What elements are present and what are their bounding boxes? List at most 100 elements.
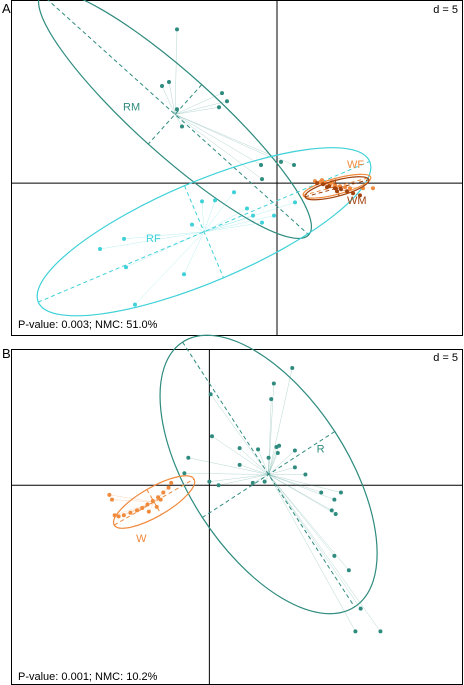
panel-a-point-rm xyxy=(260,177,264,182)
panel-b-link-r xyxy=(268,474,335,500)
panel-a-link-rm xyxy=(174,101,228,115)
panel-b-point-w xyxy=(107,492,112,497)
panel-b-point-w xyxy=(121,513,126,518)
panel-a-point-wm xyxy=(335,189,339,194)
panel-a-link-rm xyxy=(174,114,263,180)
panel-a-link-rm xyxy=(174,114,262,166)
panel-b: R W d = 5 P-value: 0.001; NMC: 10.2% xyxy=(11,334,463,685)
panel-a-link-rf xyxy=(203,215,275,232)
panel-a-point-wm xyxy=(321,182,325,187)
panel-b-point-w xyxy=(154,504,159,509)
panel-a-link-rm xyxy=(174,114,295,166)
panel-b-link-r xyxy=(268,467,295,475)
panel-a-group-label-wf: WF xyxy=(347,159,364,171)
panel-b-link-r xyxy=(209,474,269,482)
panel-b-point-r xyxy=(269,397,274,402)
panel-a-scale-label: d = 5 xyxy=(433,4,458,16)
panel-a-point-rf xyxy=(232,190,236,195)
panel-a-link-rf xyxy=(203,222,263,232)
panel-a-link-rf xyxy=(134,231,205,305)
panel-b-link-w xyxy=(109,494,155,503)
panel-a-point-rf xyxy=(190,222,194,227)
panel-b-point-r xyxy=(358,606,363,611)
panel-b-point-r xyxy=(353,629,358,634)
panel-a-point-wf xyxy=(320,178,324,183)
panel-a-point-wm xyxy=(315,181,319,186)
panel-a-point-wm xyxy=(333,186,337,191)
panel-b-point-r xyxy=(346,568,351,573)
panel-a-link-wm xyxy=(336,188,361,196)
panel-a-link-rf xyxy=(99,231,205,250)
panel-a-letter: A xyxy=(2,1,11,16)
panel-a-point-wm xyxy=(358,193,362,198)
panel-b-link-r xyxy=(268,474,322,493)
panel-b-letter: B xyxy=(2,346,11,361)
panel-b-point-w xyxy=(169,480,174,485)
panel-a-point-rm xyxy=(160,84,164,89)
panel-a-point-rm xyxy=(175,27,179,32)
panel-b-link-w xyxy=(118,501,155,517)
panel-a-minor-axis-rm xyxy=(147,84,203,145)
panel-a-point-rf xyxy=(213,198,217,203)
panel-a-link-rf xyxy=(123,231,205,240)
panel-b-major-axis-w xyxy=(113,478,195,526)
panel-b-group-label-r: R xyxy=(317,444,325,456)
panel-b-point-r xyxy=(207,479,212,484)
panel-a-link-rf xyxy=(203,200,216,232)
panel-a-point-rf xyxy=(293,200,297,205)
panel-a-point-rf xyxy=(260,220,264,225)
panel-b-link-r xyxy=(268,445,280,475)
panel-a-point-wm xyxy=(339,187,343,192)
panel-b-point-r xyxy=(332,497,337,502)
panel-b-point-r xyxy=(332,553,337,558)
panel-b-link-r xyxy=(268,450,296,475)
panel-b-point-w xyxy=(146,509,151,514)
panel-b-link-w xyxy=(111,499,155,503)
panel-a-point-rm xyxy=(220,91,224,96)
panel-a-link-rf xyxy=(203,208,248,232)
panel-a-point-rm xyxy=(217,105,221,110)
panel-b-link-r xyxy=(257,449,269,475)
panel-a-major-axis-rf xyxy=(38,160,370,303)
panel-b-link-r xyxy=(268,474,335,557)
panel-b-point-r xyxy=(290,365,295,370)
panel-b-link-r xyxy=(268,367,293,475)
panel-b-point-r xyxy=(186,455,191,460)
panel-b-point-r xyxy=(210,434,214,439)
panel-b-link-r xyxy=(211,436,269,475)
panel-b-point-r xyxy=(333,512,338,517)
panel-b-scale-label: d = 5 xyxy=(433,352,458,364)
panel-a-link-rm xyxy=(168,81,176,115)
panel-a-point-rf xyxy=(182,272,186,277)
panel-a: RM RF WF WM d = 5 P-value: 0.003; NMC: 51.0… xyxy=(11,0,463,336)
panel-b-link-r xyxy=(268,399,272,475)
panel-b-point-r xyxy=(256,447,261,452)
panel-b-link-r xyxy=(184,473,269,475)
panel-a-point-rf xyxy=(133,302,137,307)
panel-a-major-axis-wm xyxy=(304,179,370,198)
panel-b-link-r xyxy=(268,474,349,571)
panel-a-point-rm xyxy=(225,99,229,104)
panel-a-point-rf xyxy=(124,265,128,270)
panel-b-point-r xyxy=(303,472,308,477)
panel-b-link-r xyxy=(252,474,269,484)
panel-a-link-rm xyxy=(174,114,282,163)
panel-b-point-w xyxy=(110,497,114,502)
panel-b-group-label-w: W xyxy=(136,533,147,545)
panel-a-point-rf xyxy=(200,199,204,204)
panel-b-link-r xyxy=(210,394,269,475)
panel-a-point-rm xyxy=(279,159,283,164)
panel-a-link-rm xyxy=(174,114,183,127)
panel-b-link-r xyxy=(268,452,278,475)
panel-a-group-label-rm: RM xyxy=(123,101,140,113)
panel-a-point-wm xyxy=(325,185,329,190)
panel-b-point-r xyxy=(319,490,324,495)
panel-b-point-r xyxy=(237,446,242,451)
panel-b-point-r xyxy=(271,381,276,386)
panel-a-link-rf xyxy=(183,231,205,275)
panel-b-point-r xyxy=(182,471,187,476)
panel-a-major-axis-rm xyxy=(47,0,310,236)
panel-b-point-r xyxy=(292,465,297,470)
panel-b-link-r xyxy=(268,474,381,632)
panel-b-link-r xyxy=(218,474,269,486)
